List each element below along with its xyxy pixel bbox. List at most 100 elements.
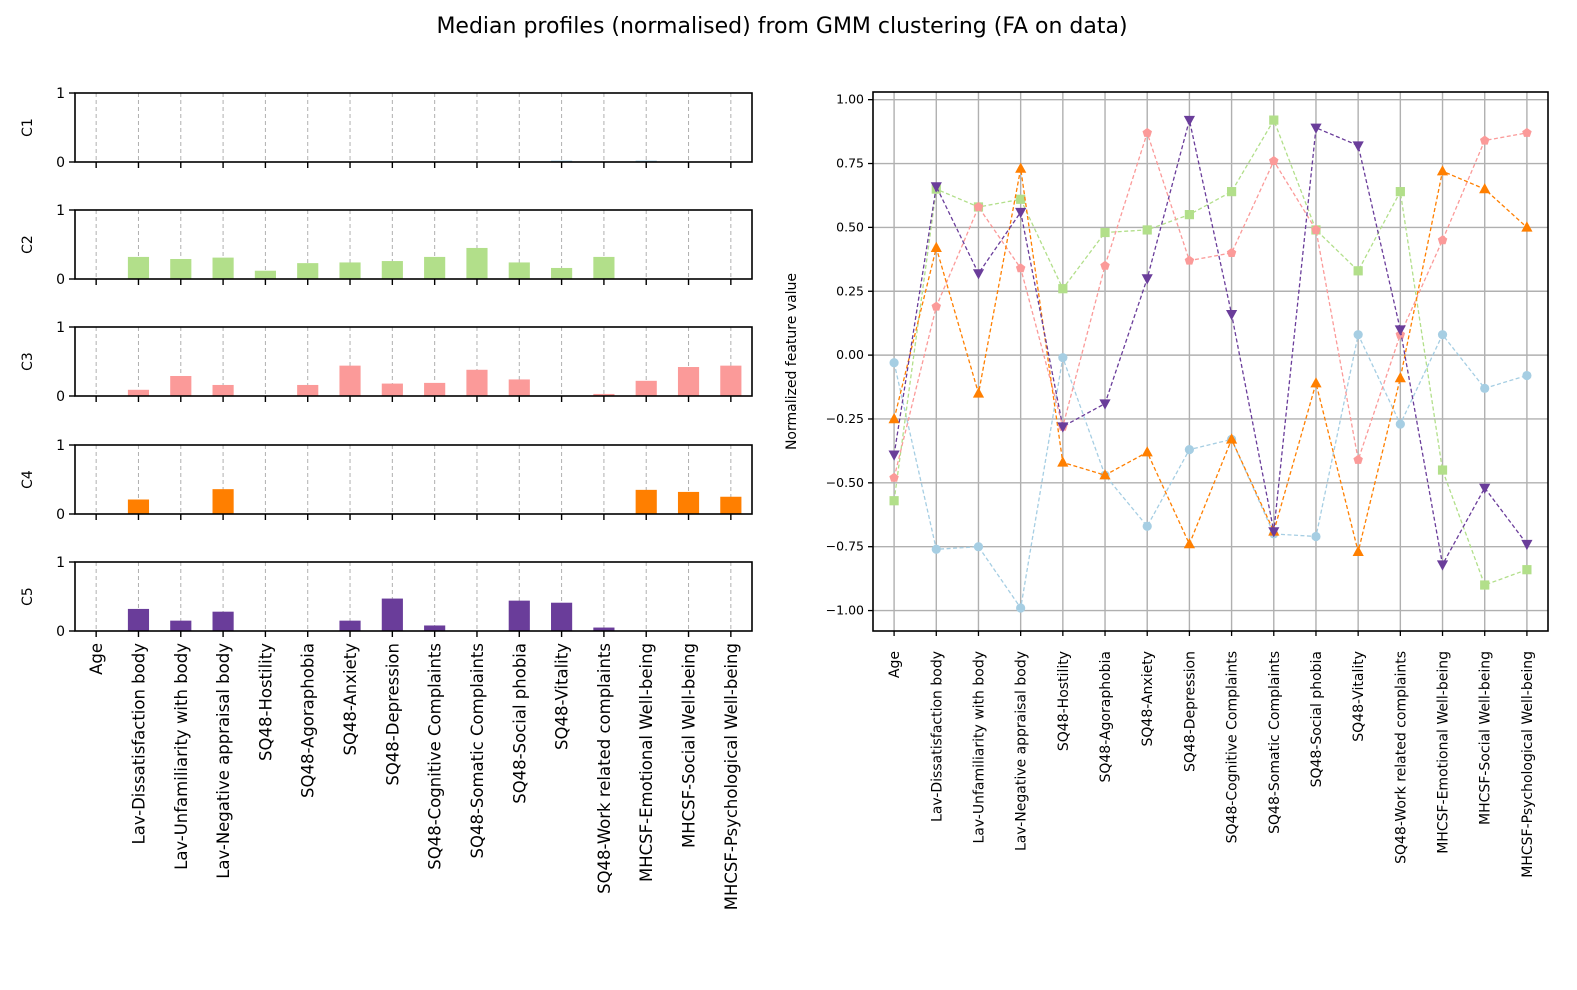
panel-frame [74, 444, 753, 515]
point-c1 [1058, 353, 1068, 363]
point-c4 [1183, 538, 1195, 549]
point-c1 [889, 358, 899, 368]
x-tick-label: SQ48-Cognitive Complaints [426, 643, 445, 870]
x-tick-label: MHCSF-Emotional Well-being [637, 643, 656, 882]
bar-c3 [381, 383, 403, 396]
point-c5 [1057, 422, 1069, 433]
point-c2 [1058, 284, 1068, 294]
point-c5 [1521, 539, 1533, 551]
y-tick-label: 0.00 [836, 347, 864, 362]
point-c4 [888, 413, 900, 424]
bar-c5 [127, 608, 150, 631]
point-c1 [1522, 370, 1532, 381]
point-c4 [1436, 165, 1449, 176]
point-c2 [1269, 115, 1279, 125]
x-tick-label: SQ48-Social phobia [1309, 651, 1325, 787]
point-c5 [1436, 560, 1449, 571]
point-c1 [1395, 419, 1405, 429]
point-c4 [930, 241, 942, 252]
y-tick-label: 0.75 [836, 156, 864, 171]
y-tick-label: 0 [56, 389, 65, 405]
panel-label: C2 [20, 235, 36, 254]
y-tick-label: 0.50 [836, 219, 864, 234]
point-c1 [973, 542, 984, 552]
bar-c3 [424, 382, 446, 396]
point-c4 [1394, 372, 1406, 383]
figure-title: Median profiles (normalised) from GMM cl… [436, 14, 1128, 39]
point-c2 [1142, 225, 1152, 235]
bar-c5 [593, 627, 615, 631]
panel-c2: 0 1 C2 [20, 203, 753, 288]
point-c5 [1141, 274, 1153, 285]
point-c2 [1353, 266, 1363, 276]
series-c1 [889, 330, 1532, 613]
point-c3 [1353, 454, 1363, 464]
x-tick-label: Age [887, 651, 903, 678]
bar-c3 [508, 379, 530, 396]
x-tick-label: Age [87, 643, 106, 675]
x-tick-label: Lav-Unfamiliarity with body [971, 651, 987, 844]
point-c2 [1522, 565, 1532, 575]
x-tick-label: SQ48-Agoraphobia [1098, 651, 1114, 783]
y-tick-label: 1 [56, 555, 65, 571]
point-c5 [1352, 141, 1364, 152]
y-tick-label: 1 [56, 86, 65, 102]
bar-c2 [508, 262, 530, 279]
bar-c4 [635, 489, 657, 514]
y-tick-label: −0.75 [826, 539, 864, 554]
panel-frame [74, 209, 753, 280]
point-c4 [1226, 433, 1238, 444]
point-c1 [1311, 531, 1321, 542]
point-c3 [1142, 127, 1152, 137]
bar-c5 [424, 625, 446, 631]
y-tick-label: 1.00 [836, 92, 864, 107]
panel-label: C3 [20, 352, 36, 371]
bar-c3 [127, 389, 150, 396]
bar-c2 [593, 256, 615, 279]
bar-c2 [212, 257, 234, 279]
point-c4 [1057, 456, 1069, 467]
point-c3 [1226, 247, 1237, 257]
panel-c3: 0 1 C3 [20, 320, 753, 405]
series-line-c3 [893, 130, 1528, 478]
x-tick-label: MHCSF-Psychological Well-being [722, 643, 741, 910]
bar-c5 [381, 598, 403, 631]
bar-c5 [508, 600, 530, 631]
point-c3 [1437, 235, 1448, 245]
x-tick-label: SQ48-Work related complaints [1393, 651, 1409, 864]
point-c2 [889, 496, 899, 506]
x-tick-label: SQ48-Vitality [553, 643, 572, 750]
point-c4 [1310, 377, 1322, 388]
point-c4 [1352, 545, 1364, 556]
point-c1 [1437, 330, 1448, 340]
y-tick-label: 0 [56, 624, 65, 640]
point-c3 [1184, 255, 1195, 265]
point-c4 [1015, 162, 1027, 173]
x-tick-label: Lav-Dissatisfaction body [129, 643, 148, 845]
point-c5 [1310, 123, 1322, 134]
point-c2 [1437, 465, 1448, 475]
series-line-c2 [893, 118, 1528, 586]
y-tick-label: −1.00 [826, 603, 864, 618]
point-c2 [1480, 580, 1490, 590]
point-c4 [1521, 221, 1533, 232]
x-tick-label: SQ48-Somatic Complaints [1267, 651, 1283, 834]
y-tick-label: 1 [56, 320, 65, 336]
point-c4 [1479, 183, 1491, 194]
bar-c3 [466, 369, 488, 396]
x-tick-label: SQ48-Work related complaints [595, 643, 614, 894]
panel-c4: 0 1 C4 [20, 438, 753, 523]
point-c3 [889, 472, 899, 482]
point-c3 [1269, 156, 1279, 165]
normalized-line-plot: −1.00 −0.75 −0.50 −0.25 0.00 0.25 0.50 0.75 1.00… [784, 91, 1549, 878]
panel-label: C5 [20, 587, 36, 606]
point-c5 [1268, 527, 1280, 538]
point-c5 [930, 182, 942, 193]
panel-c1: 0 1 C1 [20, 86, 753, 171]
series-line-c5 [893, 119, 1528, 567]
x-tick-label: SQ48-Cognitive Complaints [1225, 651, 1241, 843]
bar-c5 [170, 620, 192, 631]
bar-c2 [381, 261, 403, 279]
x-tick-label: SQ48-Anxiety [341, 643, 360, 756]
